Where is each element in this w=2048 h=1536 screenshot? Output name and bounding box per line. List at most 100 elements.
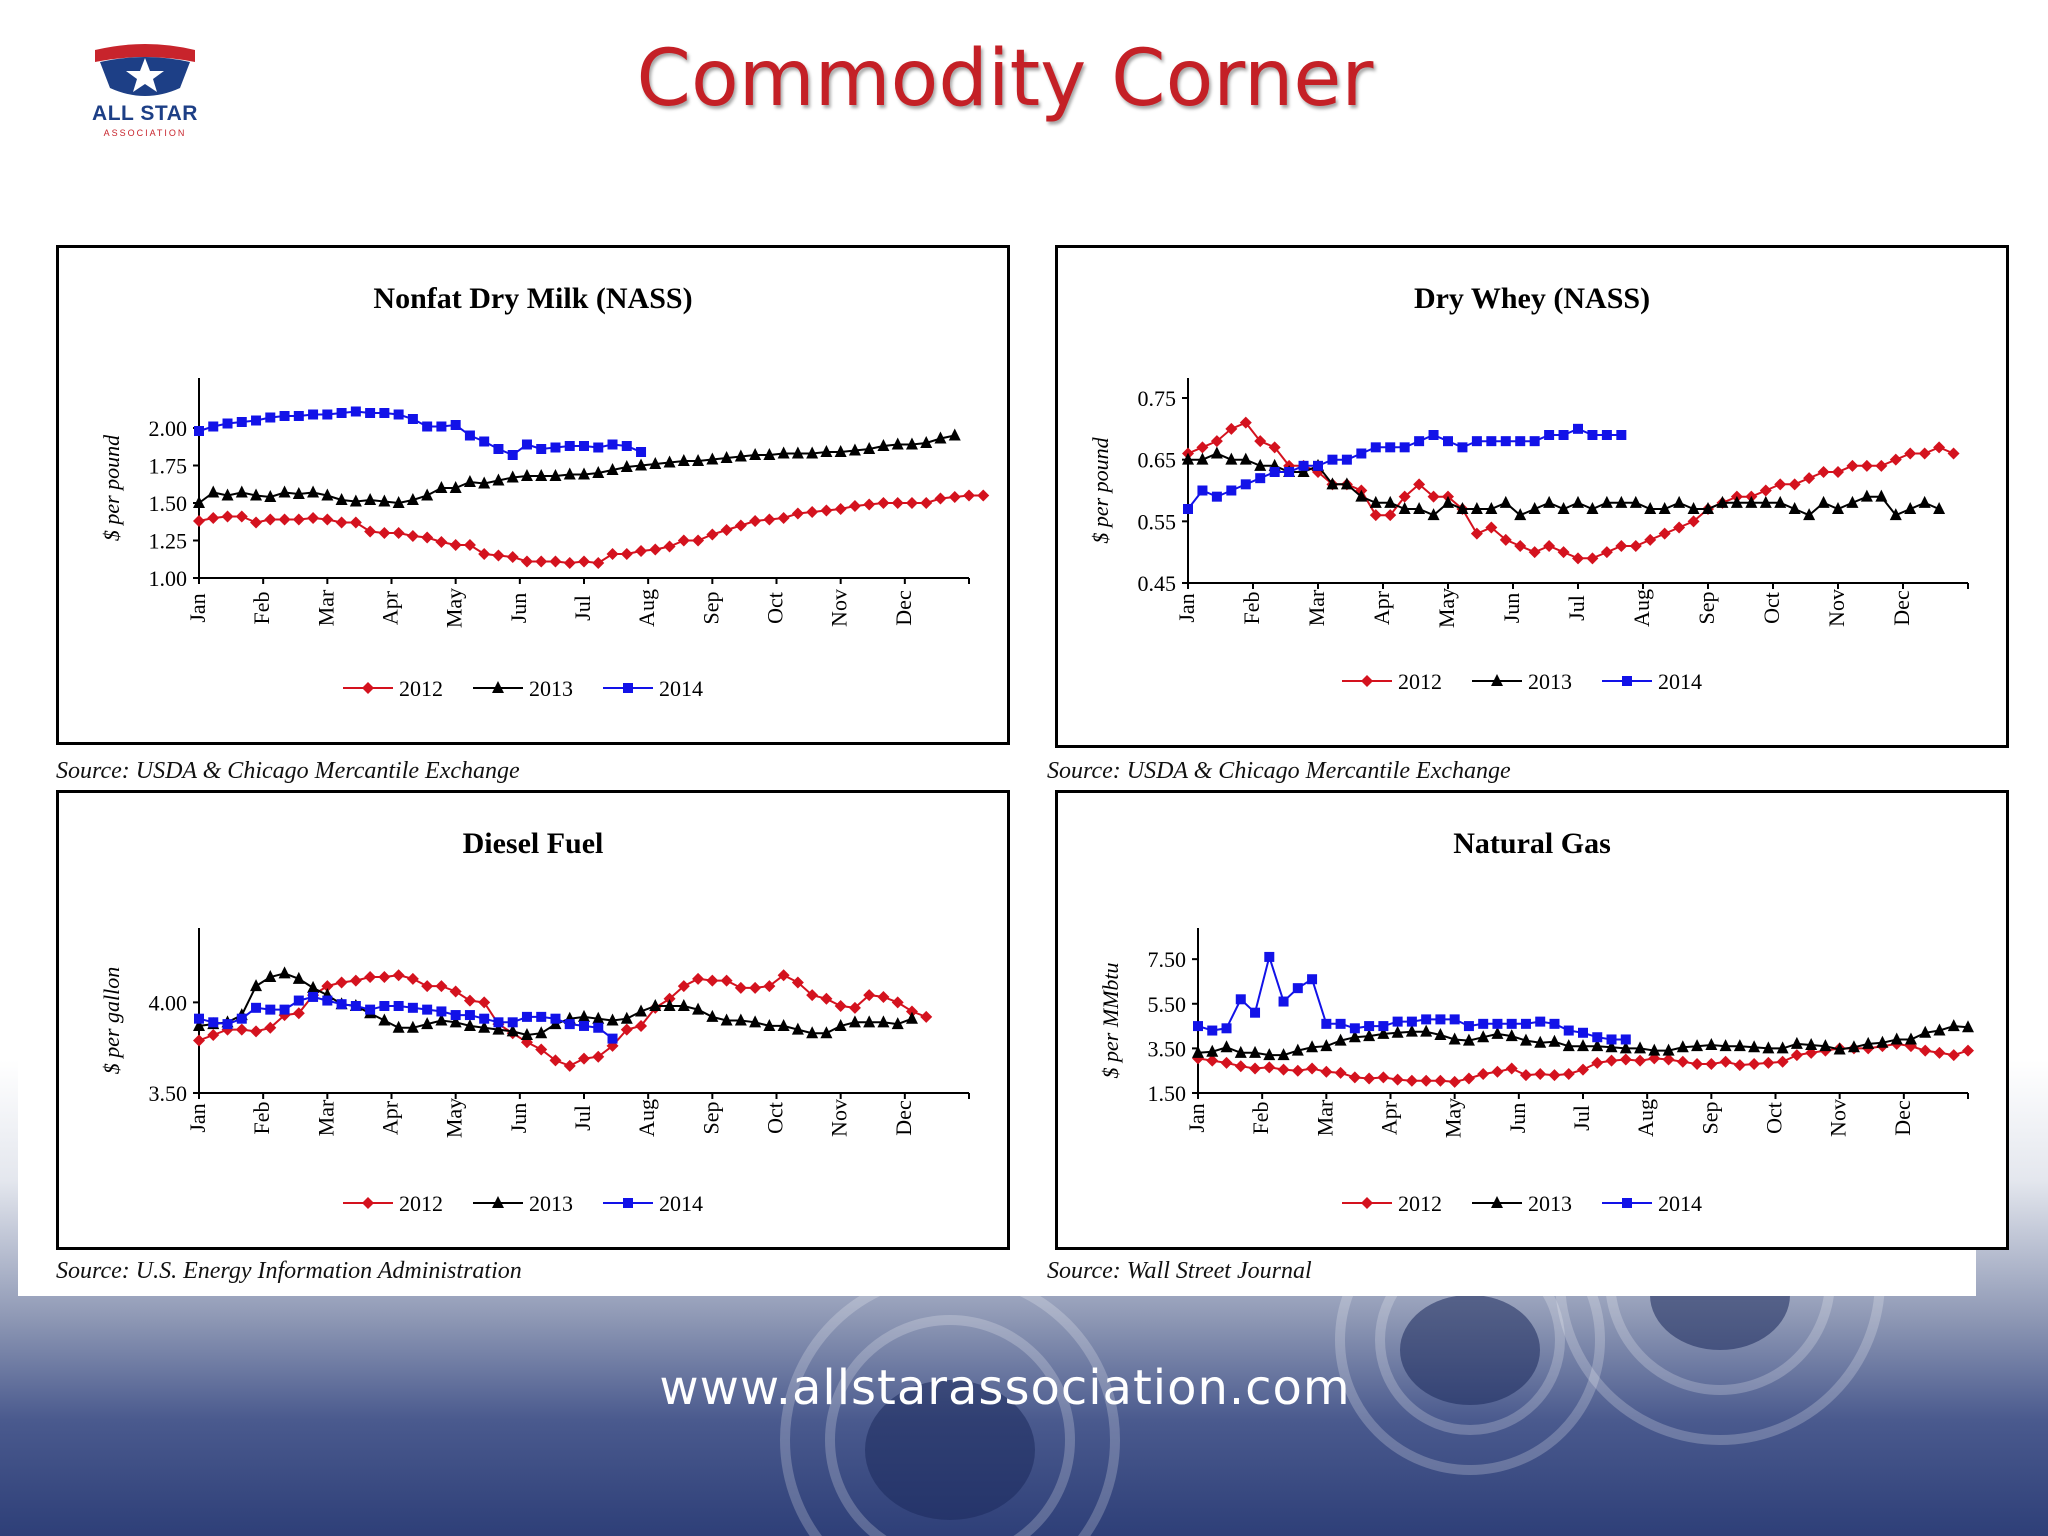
- data-point-2013: [1676, 1040, 1689, 1053]
- logo-text: ALL STAR: [92, 102, 198, 125]
- data-point-2012: [977, 489, 990, 502]
- data-point-2013: [1591, 1039, 1604, 1052]
- data-point-2013: [1398, 502, 1411, 514]
- x-tick-label: Feb: [249, 592, 274, 625]
- data-point-2014: [1335, 1018, 1346, 1029]
- series-2013: [1182, 446, 1946, 521]
- data-point-2014: [564, 1019, 575, 1030]
- source-diesel: Source: U.S. Energy Information Administ…: [56, 1258, 522, 1284]
- data-point-2013: [692, 454, 705, 466]
- data-point-2012: [264, 1021, 277, 1034]
- data-point-2012: [1933, 441, 1946, 454]
- data-point-2012: [364, 971, 377, 983]
- data-point-2013: [905, 437, 918, 450]
- data-point-2014: [279, 1004, 290, 1015]
- data-point-2013: [620, 1011, 633, 1024]
- data-point-2014: [479, 1013, 490, 1024]
- data-point-2012: [848, 500, 861, 512]
- data-point-2013: [948, 428, 961, 441]
- chart-title: Diesel Fuel: [463, 827, 604, 860]
- data-point-2013: [891, 1017, 904, 1030]
- data-point-2012: [1206, 1054, 1219, 1067]
- legend-marker-2012: [362, 1197, 374, 1209]
- data-point-2013: [378, 494, 391, 507]
- data-point-2013: [1320, 1039, 1333, 1052]
- data-point-2012: [1662, 1053, 1675, 1066]
- data-point-2013: [1562, 1039, 1575, 1052]
- data-point-2014: [322, 409, 333, 420]
- data-point-2013: [848, 1015, 861, 1028]
- data-point-2014: [1211, 491, 1222, 502]
- data-point-2014: [1414, 436, 1425, 447]
- data-point-2012: [1196, 441, 1209, 454]
- data-point-2012: [1605, 1054, 1618, 1067]
- data-point-2013: [1803, 508, 1816, 521]
- data-point-2012: [1427, 490, 1440, 503]
- data-point-2014: [1321, 1018, 1332, 1029]
- data-point-2012: [1391, 1073, 1404, 1086]
- data-point-2012: [193, 1034, 205, 1047]
- data-point-2013: [1788, 502, 1801, 514]
- data-point-2014: [1549, 1018, 1560, 1029]
- legend-marker-2013: [1491, 1196, 1503, 1208]
- data-point-2012: [278, 513, 291, 526]
- data-point-2013: [307, 980, 320, 993]
- data-point-2012: [449, 539, 462, 551]
- data-point-2013: [1889, 508, 1902, 521]
- data-point-2012: [1348, 1071, 1361, 1084]
- data-point-2013: [891, 437, 904, 450]
- data-point-2012: [677, 980, 690, 993]
- data-point-2013: [1519, 1033, 1532, 1046]
- data-point-2012: [1210, 435, 1223, 448]
- data-point-2012: [1875, 459, 1888, 472]
- y-tick-label: 5.50: [1148, 992, 1187, 1017]
- data-point-2014: [464, 1010, 475, 1021]
- data-point-2014: [251, 415, 262, 426]
- data-point-2012: [920, 497, 933, 509]
- data-point-2012: [1448, 1075, 1461, 1088]
- data-point-2013: [1249, 1045, 1262, 1058]
- data-point-2014: [507, 450, 518, 460]
- data-point-2014: [236, 417, 247, 427]
- data-point-2014: [1435, 1014, 1446, 1025]
- data-point-2013: [335, 493, 348, 505]
- data-point-2013: [1220, 1040, 1233, 1053]
- data-point-2014: [407, 1002, 418, 1013]
- data-point-2012: [378, 971, 391, 983]
- series-2012: [193, 969, 933, 1072]
- data-point-2014: [365, 1004, 376, 1015]
- data-point-2012: [1889, 453, 1902, 466]
- data-point-2012: [1477, 1068, 1490, 1081]
- data-point-2012: [1369, 509, 1382, 522]
- chart-svg-gas: Natural Gas $ per MMbtu 1.50 3.50 5.50 7.50 Ja…: [1098, 827, 1974, 1216]
- data-point-2013: [863, 442, 876, 454]
- website-url: www.allstarassociation.com: [659, 1360, 1351, 1416]
- data-point-2012: [1334, 1066, 1347, 1079]
- data-point-2013: [1619, 1041, 1632, 1054]
- data-point-2012: [349, 974, 362, 987]
- data-point-2013: [1644, 502, 1657, 514]
- data-point-2014: [1500, 436, 1511, 447]
- x-tick-label: Apr: [378, 1100, 403, 1135]
- data-point-2013: [1340, 477, 1353, 490]
- data-point-2012: [1291, 1064, 1304, 1077]
- data-point-2013: [877, 1015, 890, 1028]
- data-point-2013: [193, 1018, 205, 1031]
- y-tick-label: 1.25: [149, 529, 188, 554]
- data-point-2012: [749, 515, 762, 527]
- data-point-2012: [749, 981, 762, 994]
- data-point-2014: [1544, 430, 1555, 440]
- data-point-2014: [194, 426, 204, 436]
- data-point-2013: [763, 1018, 776, 1031]
- data-point-2014: [1449, 1014, 1460, 1025]
- data-point-2012: [1947, 1049, 1960, 1062]
- data-point-2014: [379, 1001, 390, 1011]
- data-point-2012: [1962, 1044, 1974, 1057]
- data-point-2012: [1470, 527, 1483, 540]
- data-point-2012: [1691, 1058, 1704, 1070]
- data-point-2012: [1420, 1074, 1433, 1087]
- data-point-2013: [1572, 495, 1584, 508]
- data-point-2013: [378, 1013, 391, 1026]
- data-point-2012: [449, 985, 462, 998]
- data-point-2012: [606, 548, 619, 560]
